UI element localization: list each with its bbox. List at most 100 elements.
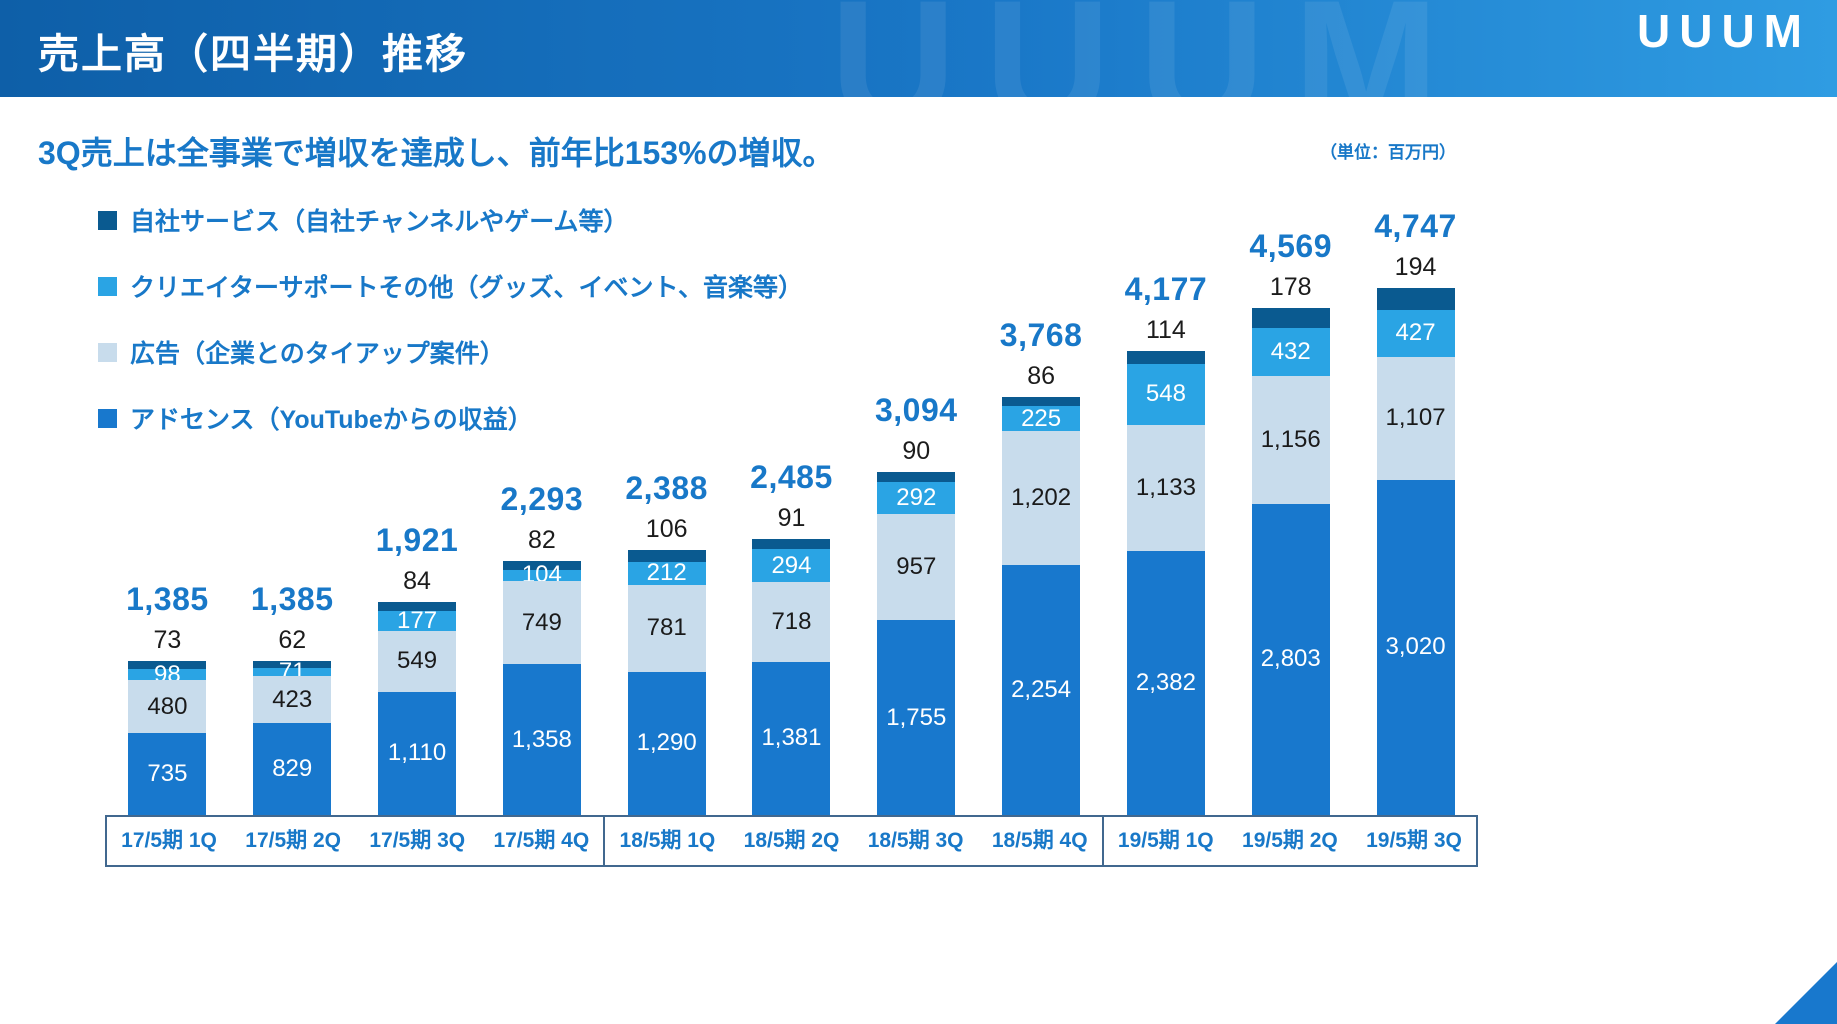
header-watermark-text: UUUM [830,0,1467,97]
corner-triangle-decoration [1775,962,1837,1024]
uuum-logo: UUUM [1637,5,1811,57]
legend-swatch-creator-support [98,276,117,296]
bar-segment-advertising: 1,133 [1126,424,1205,551]
bar-segment-creator-support: 71 [253,660,332,683]
bar-segment-creator-support: 548 [1126,364,1205,425]
stacked-bar: 177 549 1,110 [378,602,457,815]
bar-segment-creator-support: 177 [378,609,457,632]
xaxis-label: 17/5期 2Q [245,829,341,852]
bar-segment-advertising: 957 [877,514,956,621]
bar-segment-creator-support: 104 [502,563,581,586]
xaxis-label: 17/5期 1Q [121,829,217,852]
segment-value-label: 84 [403,567,431,596]
segment-value-label: 194 [1394,253,1437,282]
bar-segment-own-service [378,602,457,612]
bar-column-3: 1,921 84 177 549 1,110 [355,170,480,815]
xaxis-label: 19/5期 2Q [1242,829,1338,852]
stacked-bar: 225 1,202 2,254 [1002,396,1081,815]
bar-segment-advertising: 718 [752,582,831,662]
bar-segment-advertising: 781 [627,585,706,672]
total-label: 2,293 [500,480,584,517]
bar-segment-own-service [1376,288,1455,310]
stacked-bar: 71 423 829 [253,660,332,815]
segment-value-label: 73 [153,626,182,655]
legend-swatch-own-service [98,210,117,230]
legend: 自社サービス（自社チャンネルやゲーム等） クリエイターサポートその他（グッズ、イベ… [98,202,803,436]
segment-value-label: 91 [777,504,806,533]
legend-swatch-adsense [98,408,117,428]
stacked-bar: 427 1,107 3,020 [1376,288,1455,815]
bar-segment-advertising: 749 [502,581,581,665]
bar-segment-creator-support: 427 [1376,309,1455,357]
bar-column-8: 3,768 86 225 1,202 2,254 [979,170,1104,815]
bar-segment-adsense: 1,358 [502,664,581,815]
unit-note: （単位：百万円） [1320,143,1456,162]
bar-segment-creator-support: 225 [1002,406,1081,432]
segment-value-label: 178 [1269,272,1312,301]
segment-value-label: 82 [527,525,556,554]
bar-column-11: 4,747 194 427 1,107 3,020 [1353,170,1478,815]
segment-value-label: 86 [1027,361,1055,390]
legend-item-adsense: アドセンス（YouTubeからの収益） [98,400,803,436]
bar-segment-own-service [502,560,581,570]
total-label: 4,747 [1374,208,1457,245]
total-label: 3,768 [999,316,1083,353]
bar-segment-own-service [1002,396,1081,407]
chart-xaxis: 17/5期 1Q 17/5期 2Q 17/5期 3Q 17/5期 4Q 18/5期 1Q… [105,815,1479,867]
bar-column-9: 4,177 114 548 1,133 2,382 [1104,170,1229,815]
bar-segment-creator-support: 212 [627,561,706,586]
bar-segment-creator-support: 98 [128,662,207,686]
stacked-bar: 548 1,133 2,382 [1126,351,1205,815]
stacked-bar: 104 749 1,358 [502,560,581,815]
bar-segment-creator-support: 292 [877,481,956,515]
bar-segment-own-service [1126,351,1205,365]
bar-segment-advertising: 480 [128,680,207,734]
subtitle: 3Q売上は全事業で増収を達成し、前年比153%の増収。 [38,135,835,171]
xaxis-label: 18/5期 2Q [743,829,840,852]
segment-value-label: 106 [645,514,688,543]
bar-segment-adsense: 2,803 [1251,503,1330,815]
xaxis-label: 19/5期 3Q [1352,817,1479,865]
xaxis-label: 18/5期 4Q [978,817,1104,865]
total-label: 4,177 [1124,271,1208,308]
bar-segment-adsense: 3,020 [1376,479,1455,815]
bar-column-10: 4,569 178 432 1,156 2,803 [1228,170,1353,815]
xaxis-label: 17/5期 3Q [369,829,466,852]
bar-segment-own-service [877,471,956,482]
xaxis-label: 17/5期 4Q [479,817,606,865]
bar-segment-advertising: 423 [253,676,332,723]
legend-item-creator-support: クリエイターサポートその他（グッズ、イベント、音楽等） [98,268,803,304]
bar-column-2: 1,385 62 71 423 829 [230,170,355,815]
bar-segment-own-service [627,549,706,562]
xaxis-label: 19/5期 1Q [1117,829,1214,852]
bar-segment-own-service [1251,307,1330,328]
total-label: 1,385 [126,581,209,618]
bar-segment-adsense: 2,254 [1002,564,1081,815]
bar-column-4: 2,293 82 104 749 1,358 [479,170,604,815]
bar-segment-creator-support: 432 [1251,327,1330,376]
total-label: 1,385 [250,581,334,618]
stacked-bar: 294 718 1,381 [752,539,831,815]
bar-segment-own-service [253,661,332,669]
legend-swatch-advertising [98,342,117,362]
bar-column-6: 2,485 91 294 718 1,381 [729,170,854,815]
bar-segment-adsense: 2,382 [1126,550,1205,815]
header: UUUM 売上高（四半期）推移 UUUM [0,0,1837,97]
stacked-bar: 292 957 1,755 [877,471,956,815]
total-label: 2,485 [750,459,833,496]
bar-segment-adsense: 1,755 [877,620,956,815]
stacked-bar: 98 480 735 [128,661,207,815]
total-label: 1,921 [375,522,459,559]
bar-segment-adsense: 735 [128,733,207,815]
legend-label-adsense: アドセンス（YouTubeからの収益） [130,406,533,434]
bar-segment-advertising: 1,202 [1002,431,1081,565]
xaxis-label: 18/5期 1Q [619,829,716,852]
bar-segment-adsense: 1,110 [378,691,457,815]
xaxis-label: 18/5期 3Q [867,829,964,852]
legend-label-own-service: 自社サービス（自社チャンネルやゲーム等） [130,208,629,236]
bar-segment-own-service [128,661,207,670]
bar-segment-adsense: 1,290 [627,671,706,815]
bar-column-5: 2,388 106 212 781 1,290 [604,170,729,815]
bar-segment-creator-support: 294 [752,549,831,583]
stacked-bar: 212 781 1,290 [627,549,706,815]
